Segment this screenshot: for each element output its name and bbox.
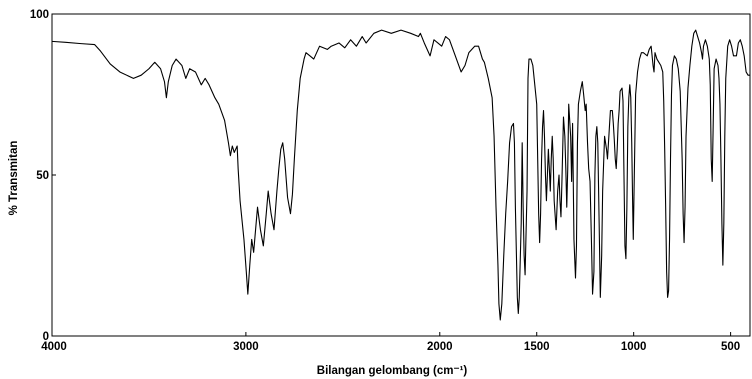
transmittance-series-line	[51, 29, 750, 321]
x-tick-label: 500	[721, 341, 740, 353]
x-tick-label: 2000	[427, 341, 453, 353]
ticks-layer: 4000 3000 2000 1500 1000 500 0 50 100	[30, 9, 740, 353]
y-axis-label: % Transmitan	[8, 141, 20, 216]
x-tick-label: 1500	[524, 341, 550, 353]
y-tick-label: 100	[30, 9, 49, 21]
y-tick-label: 50	[36, 170, 49, 182]
x-tick-label: 3000	[233, 341, 259, 353]
plot-area-frame	[51, 13, 751, 337]
x-tick-label: 1000	[621, 341, 647, 353]
data-layer	[51, 29, 750, 321]
x-axis-label: Bilangan gelombang (cm⁻¹)	[317, 365, 468, 377]
y-tick-label: 0	[43, 331, 49, 343]
x-tick-label: 4000	[41, 341, 67, 353]
